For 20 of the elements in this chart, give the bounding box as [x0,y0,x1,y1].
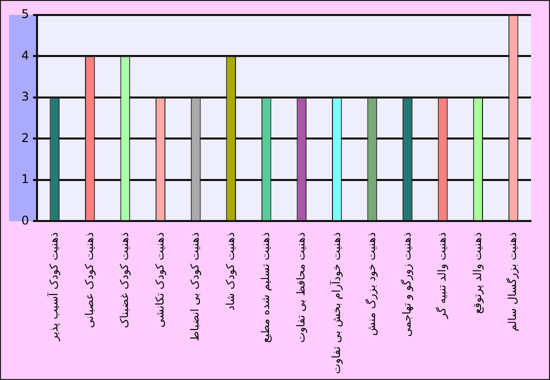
x-tick-label: ذهنیت خودآرام بخش بی تفاوت [328,232,343,374]
y-tick-label: 0 [21,213,29,228]
x-tick-label: ذهنیت کودک بی انضباط [188,232,202,342]
x-tick-label: ذهنیت والد پرتوقع [470,232,484,314]
x-tick-label: ذهنیت بزرگسال سالم [506,232,520,332]
y-tick-label: 3 [21,90,29,104]
x-tick-label: ذهنیت زورگو و تهاجمی [400,232,414,337]
x-tick-label: ذهنیت کودک آسیب پذیر [46,232,60,342]
y-tick-label: 1 [21,172,29,186]
y-tick-label: 5 [21,7,29,22]
x-tick-label: ذهنیت والد تنبیه گر [436,232,449,320]
x-tick-label: ذهنیت کودک غضبناک [118,232,132,328]
y-tick-label: 2 [21,130,29,145]
x-tick-label: ذهنیت خود بزرگ منش [365,232,378,336]
x-tick-label: ذهنیت کودک تکانشی [153,232,166,328]
x-tick-label: ذهنیت تسلیم شده مطیع [259,232,272,343]
y-tick-label: 4 [21,48,29,62]
x-tick-label: ذهنیت کودک عصبانی [82,232,96,328]
x-tick-label: ذهنیت محافظ بی تفاوت [294,232,308,343]
x-tick-label: ذهنیت کودک شاد [224,232,237,310]
